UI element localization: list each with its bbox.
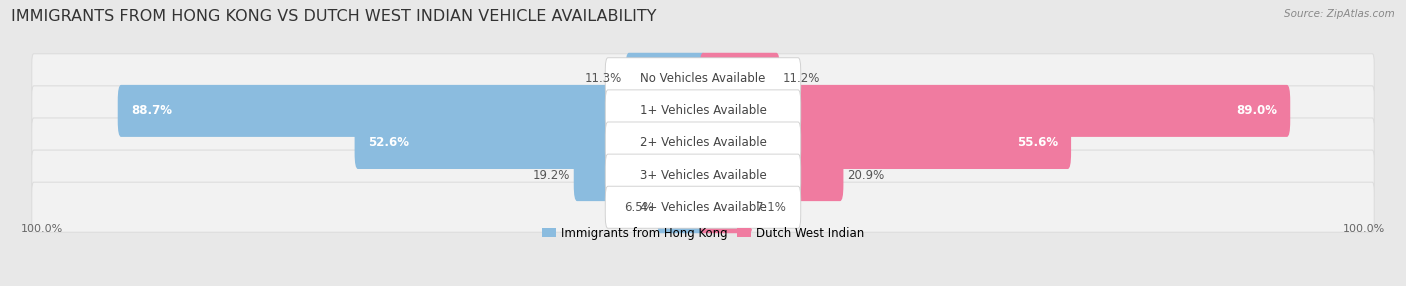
Text: 55.6%: 55.6%	[1017, 136, 1057, 150]
Text: 7.1%: 7.1%	[756, 201, 786, 214]
Text: No Vehicles Available: No Vehicles Available	[640, 72, 766, 85]
Text: 19.2%: 19.2%	[533, 169, 571, 182]
FancyBboxPatch shape	[32, 118, 1374, 168]
FancyBboxPatch shape	[32, 86, 1374, 136]
FancyBboxPatch shape	[605, 58, 801, 100]
Text: 1+ Vehicles Available: 1+ Vehicles Available	[640, 104, 766, 117]
FancyBboxPatch shape	[700, 117, 1071, 169]
FancyBboxPatch shape	[657, 181, 706, 233]
Text: Source: ZipAtlas.com: Source: ZipAtlas.com	[1284, 9, 1395, 19]
FancyBboxPatch shape	[32, 150, 1374, 200]
Text: 2+ Vehicles Available: 2+ Vehicles Available	[640, 136, 766, 150]
FancyBboxPatch shape	[354, 117, 706, 169]
Text: 89.0%: 89.0%	[1236, 104, 1277, 117]
FancyBboxPatch shape	[574, 149, 706, 201]
Legend: Immigrants from Hong Kong, Dutch West Indian: Immigrants from Hong Kong, Dutch West In…	[541, 227, 865, 240]
Text: 20.9%: 20.9%	[846, 169, 884, 182]
FancyBboxPatch shape	[605, 186, 801, 228]
FancyBboxPatch shape	[118, 85, 706, 137]
FancyBboxPatch shape	[605, 154, 801, 196]
Text: 11.2%: 11.2%	[783, 72, 821, 85]
Text: 11.3%: 11.3%	[585, 72, 623, 85]
Text: 100.0%: 100.0%	[21, 224, 63, 234]
FancyBboxPatch shape	[605, 90, 801, 132]
FancyBboxPatch shape	[700, 149, 844, 201]
FancyBboxPatch shape	[700, 53, 780, 105]
FancyBboxPatch shape	[605, 122, 801, 164]
Text: 6.5%: 6.5%	[624, 201, 654, 214]
FancyBboxPatch shape	[700, 85, 1291, 137]
Text: 88.7%: 88.7%	[131, 104, 172, 117]
Text: 52.6%: 52.6%	[368, 136, 409, 150]
FancyBboxPatch shape	[700, 181, 752, 233]
Text: 3+ Vehicles Available: 3+ Vehicles Available	[640, 169, 766, 182]
Text: IMMIGRANTS FROM HONG KONG VS DUTCH WEST INDIAN VEHICLE AVAILABILITY: IMMIGRANTS FROM HONG KONG VS DUTCH WEST …	[11, 9, 657, 23]
Text: 4+ Vehicles Available: 4+ Vehicles Available	[640, 201, 766, 214]
Text: 100.0%: 100.0%	[1343, 224, 1385, 234]
FancyBboxPatch shape	[626, 53, 706, 105]
FancyBboxPatch shape	[32, 182, 1374, 232]
FancyBboxPatch shape	[32, 54, 1374, 104]
